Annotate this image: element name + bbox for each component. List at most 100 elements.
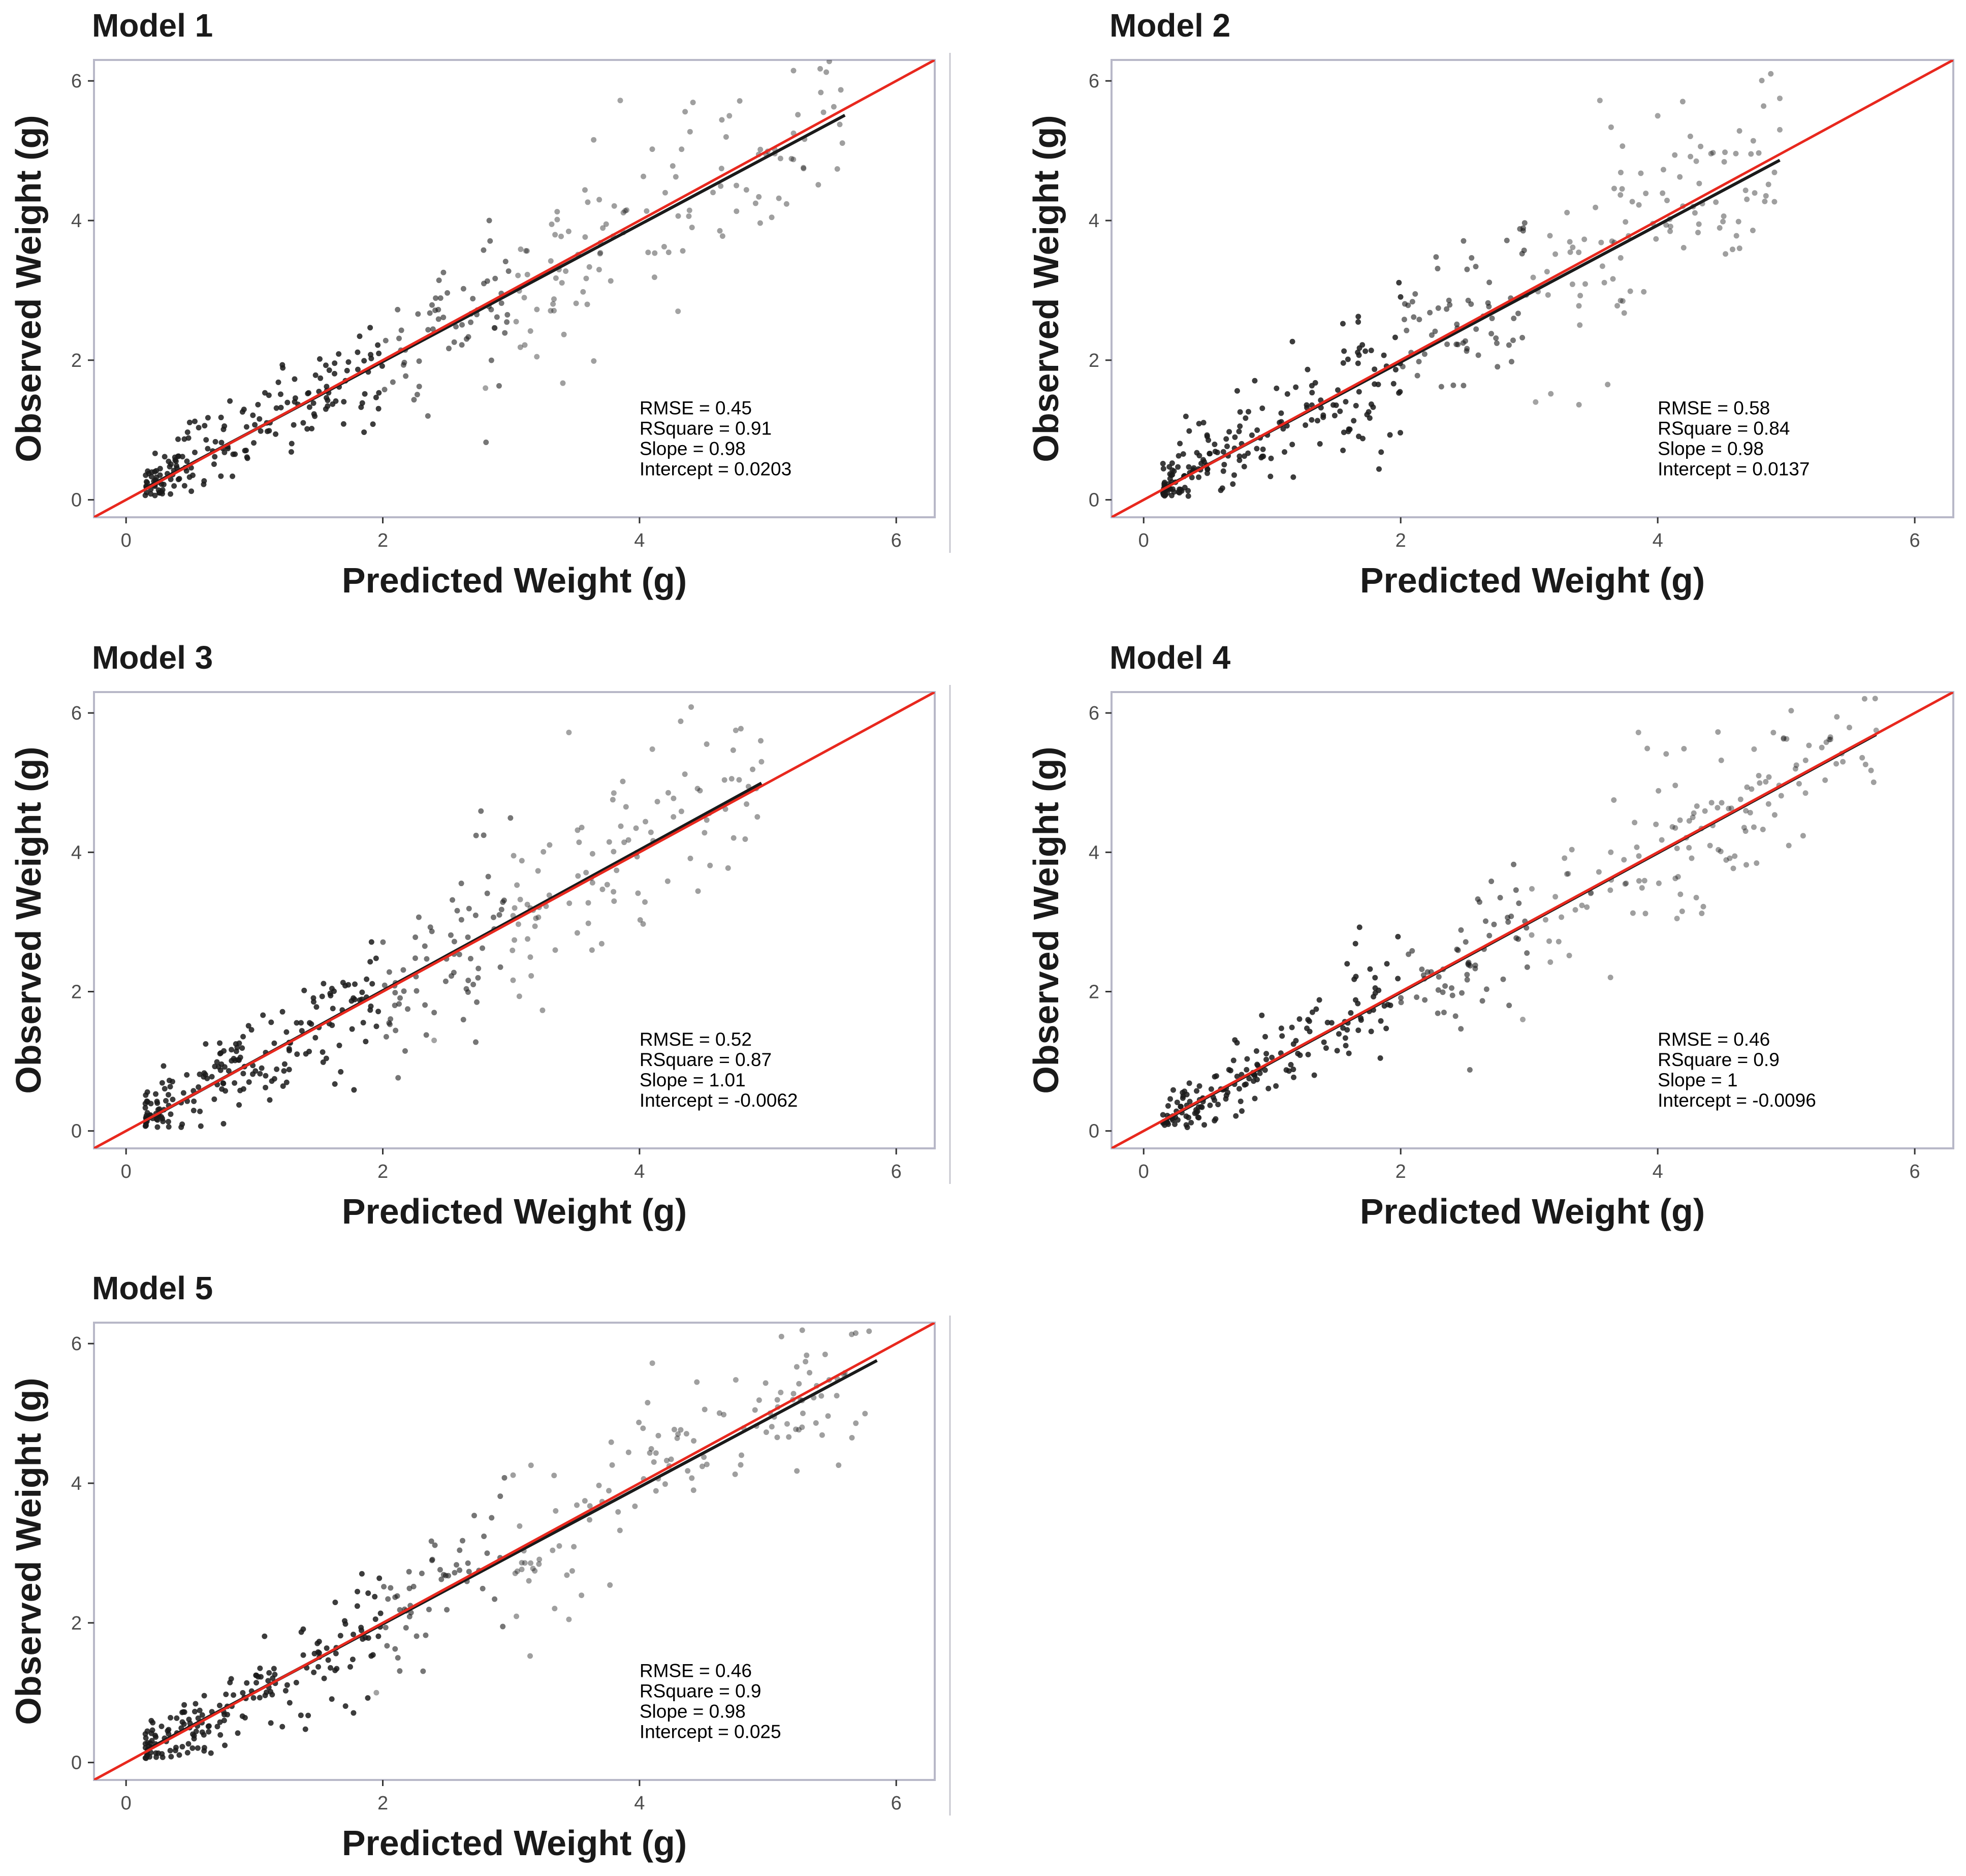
scatter-point [1495,364,1501,370]
scatter-point [311,1669,317,1675]
scatter-point [191,1107,197,1113]
scatter-point [358,404,364,410]
scatter-point [774,1397,780,1403]
scatter-point [168,476,174,482]
scatter-point [665,249,672,256]
scatter-point [1723,251,1729,257]
scatter-point [654,799,660,805]
scatter-point [142,492,148,498]
scatter-point [154,1099,160,1105]
stats-line: RSquare = 0.9 [640,1680,762,1701]
scatter-point [428,1538,434,1544]
scatter-point [286,1048,292,1054]
outlier-point [1674,916,1680,922]
scatter-point [1355,314,1361,320]
stats-line: Intercept = -0.0096 [1658,1090,1816,1111]
scatter-point [862,1411,868,1417]
scatter-point [1653,236,1659,242]
scatter-point [1504,237,1510,243]
y-tick-label: 6 [71,1333,82,1355]
scatter-point [571,1544,577,1550]
scatter-point [697,788,703,794]
scatter-point [480,945,486,951]
scatter-point [866,1328,872,1334]
scatter-point [1429,332,1435,338]
scatter-point [142,1741,148,1747]
scatter-point [1696,221,1702,227]
outlier-point [373,1690,379,1696]
scatter-point [351,1632,357,1638]
stats-line: RMSE = 0.52 [640,1029,752,1050]
scatter-point [1323,1045,1329,1051]
scatter-point [1653,821,1659,827]
scatter-point [1610,276,1616,282]
scatter-point [1358,1015,1364,1021]
scatter-point [1352,997,1358,1003]
scatter-point [511,853,517,859]
scatter-point [1187,1099,1193,1105]
y-tick-label: 0 [71,1121,82,1142]
scatter-point [587,1503,593,1509]
scatter-point [690,100,696,106]
scatter-point [1269,1054,1275,1060]
scatter-point [336,1042,342,1048]
scatter-point [1500,976,1506,982]
scatter-point [1236,453,1243,459]
outlier-point [726,113,733,119]
scatter-point [423,1632,429,1638]
scatter-point [585,199,591,205]
scatter-point [1784,736,1790,742]
scatter-point [1409,299,1415,305]
scatter-point [1719,800,1725,806]
scatter-point [610,797,616,803]
x-tick-label: 0 [121,1161,132,1182]
y-tick-label: 6 [71,703,82,724]
scatter-point [1324,1019,1330,1025]
scatter-point [1656,880,1662,886]
scatter-point [376,351,382,357]
scatter-point [1469,255,1475,261]
scatter-point [1435,987,1441,993]
scatter-point [235,1057,241,1063]
scatter-point [707,862,713,868]
scatter-point [554,216,560,223]
scatter-point [1508,359,1514,365]
scatter-point [216,1702,223,1708]
scatter-point [1344,1027,1350,1033]
stats-line: Slope = 0.98 [1658,438,1764,459]
scatter-point [1687,133,1693,139]
scatter-point [392,1003,398,1009]
scatter-point [460,1017,466,1023]
scatter-point [457,1547,463,1553]
scatter-point [849,1331,855,1337]
scatter-point [1345,428,1351,434]
scatter-point [1381,352,1387,358]
scatter-point [1521,220,1528,226]
x-axis-label: Predicted Weight (g) [342,1192,687,1231]
scatter-point [1681,746,1687,752]
scatter-point [143,1735,149,1741]
scatter-point [1570,244,1576,251]
scatter-point [1608,849,1614,855]
scatter-point [1230,1057,1236,1064]
scatter-point [184,1749,191,1756]
x-tick-label: 4 [634,1793,645,1814]
scatter-point [1309,1009,1315,1015]
scatter-point [347,1664,353,1670]
scatter-point [240,1690,246,1696]
panel-title: Model 2 [1109,7,1230,44]
scatter-point [244,455,250,461]
scatter-point [675,213,681,219]
scatter-point [337,1633,343,1639]
scatter-point [1220,449,1226,455]
scatter-point [258,1674,264,1680]
scatter-point [1556,939,1562,945]
scatter-point [367,959,373,965]
scatter-point [1461,238,1467,244]
scatter-point [1459,990,1465,996]
scatter-point [1398,999,1404,1006]
scatter-point [1749,786,1755,792]
scatter-point [801,166,807,172]
scatter-point [243,447,249,453]
